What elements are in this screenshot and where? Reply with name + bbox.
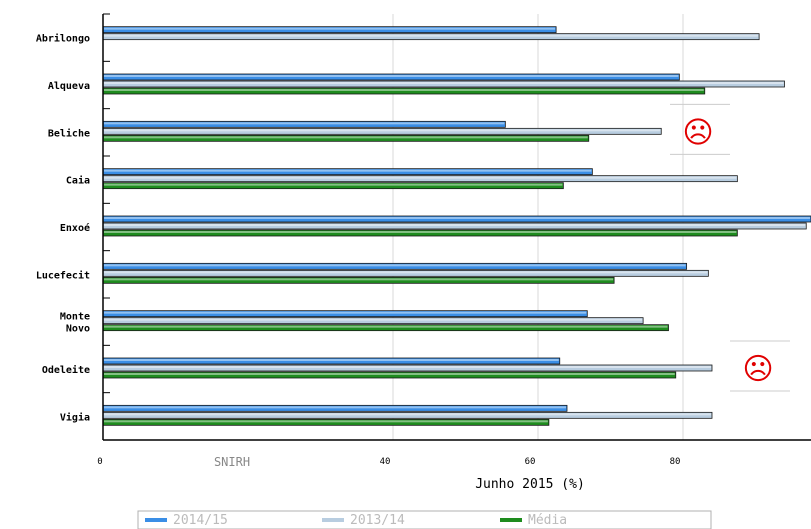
legend-label: 2013/14: [350, 513, 405, 528]
category-label: Abrilongo: [36, 33, 90, 45]
bar-highlight: [104, 122, 505, 125]
category-label: Monte Novo: [60, 312, 90, 335]
bar-highlight: [104, 406, 566, 409]
bars-group: [102, 26, 811, 426]
x-tick-label: 0: [97, 457, 102, 467]
bar-highlight: [104, 264, 686, 267]
legend-swatch: [322, 518, 344, 522]
bar-highlight: [104, 27, 556, 30]
x-tick-label: 40: [380, 457, 391, 467]
x-tick-labels: 0 40 60 80: [97, 457, 680, 467]
category-label: Vigia: [60, 411, 90, 423]
legend-label: 2014/15: [173, 513, 228, 528]
bar-highlight: [104, 129, 661, 132]
bar-highlight: [104, 75, 679, 77]
legend-box: [137, 510, 712, 529]
bar-highlight: [104, 318, 643, 321]
category-label: Odeleite: [42, 364, 90, 376]
bar-highlight: [104, 231, 737, 233]
bar-highlight: [104, 89, 704, 91]
legend-swatch: [500, 518, 522, 522]
bar-highlight: [104, 176, 737, 179]
bar-highlight: [104, 325, 668, 328]
bar-highlight: [104, 217, 810, 219]
x-tick-label: 60: [525, 457, 536, 467]
sad-face-icon: ☹: [682, 115, 713, 150]
bar-highlight: [104, 311, 587, 314]
bar-highlight: [104, 366, 711, 368]
bar-highlight: [104, 359, 559, 361]
legend-swatch: [145, 518, 167, 522]
bar-highlight: [104, 420, 548, 423]
legend-label: Média: [528, 513, 567, 528]
bar-highlight: [104, 224, 806, 226]
bar-highlight: [104, 34, 759, 37]
sad-face-icon: ☹: [742, 352, 773, 387]
x-axis-title: Junho 2015 (%): [475, 477, 585, 492]
category-label: Caia: [66, 175, 90, 187]
category-label: Beliche: [48, 127, 90, 139]
category-label: Alqueva: [48, 81, 90, 92]
bar-highlight: [104, 373, 675, 375]
watermark-text: SNIRH: [214, 455, 250, 469]
annotations: ☹☹: [670, 103, 790, 392]
bar-highlight: [104, 169, 592, 172]
x-tick-label: 80: [670, 457, 681, 467]
category-labels: Abrilongo Alqueva Beliche Caia Enxoé Lucefeci…: [36, 33, 90, 424]
bar-highlight: [104, 136, 588, 139]
category-label: Lucefecit: [36, 269, 90, 281]
bar-highlight: [104, 183, 563, 186]
bar-highlight: [104, 271, 708, 274]
axes: [102, 13, 811, 441]
bar-highlight: [104, 413, 711, 416]
legend: 2014/15 2013/14 Média: [137, 510, 712, 529]
bar-highlight: [104, 82, 784, 84]
category-label: Enxoé: [60, 222, 90, 234]
bar-highlight: [104, 278, 614, 281]
